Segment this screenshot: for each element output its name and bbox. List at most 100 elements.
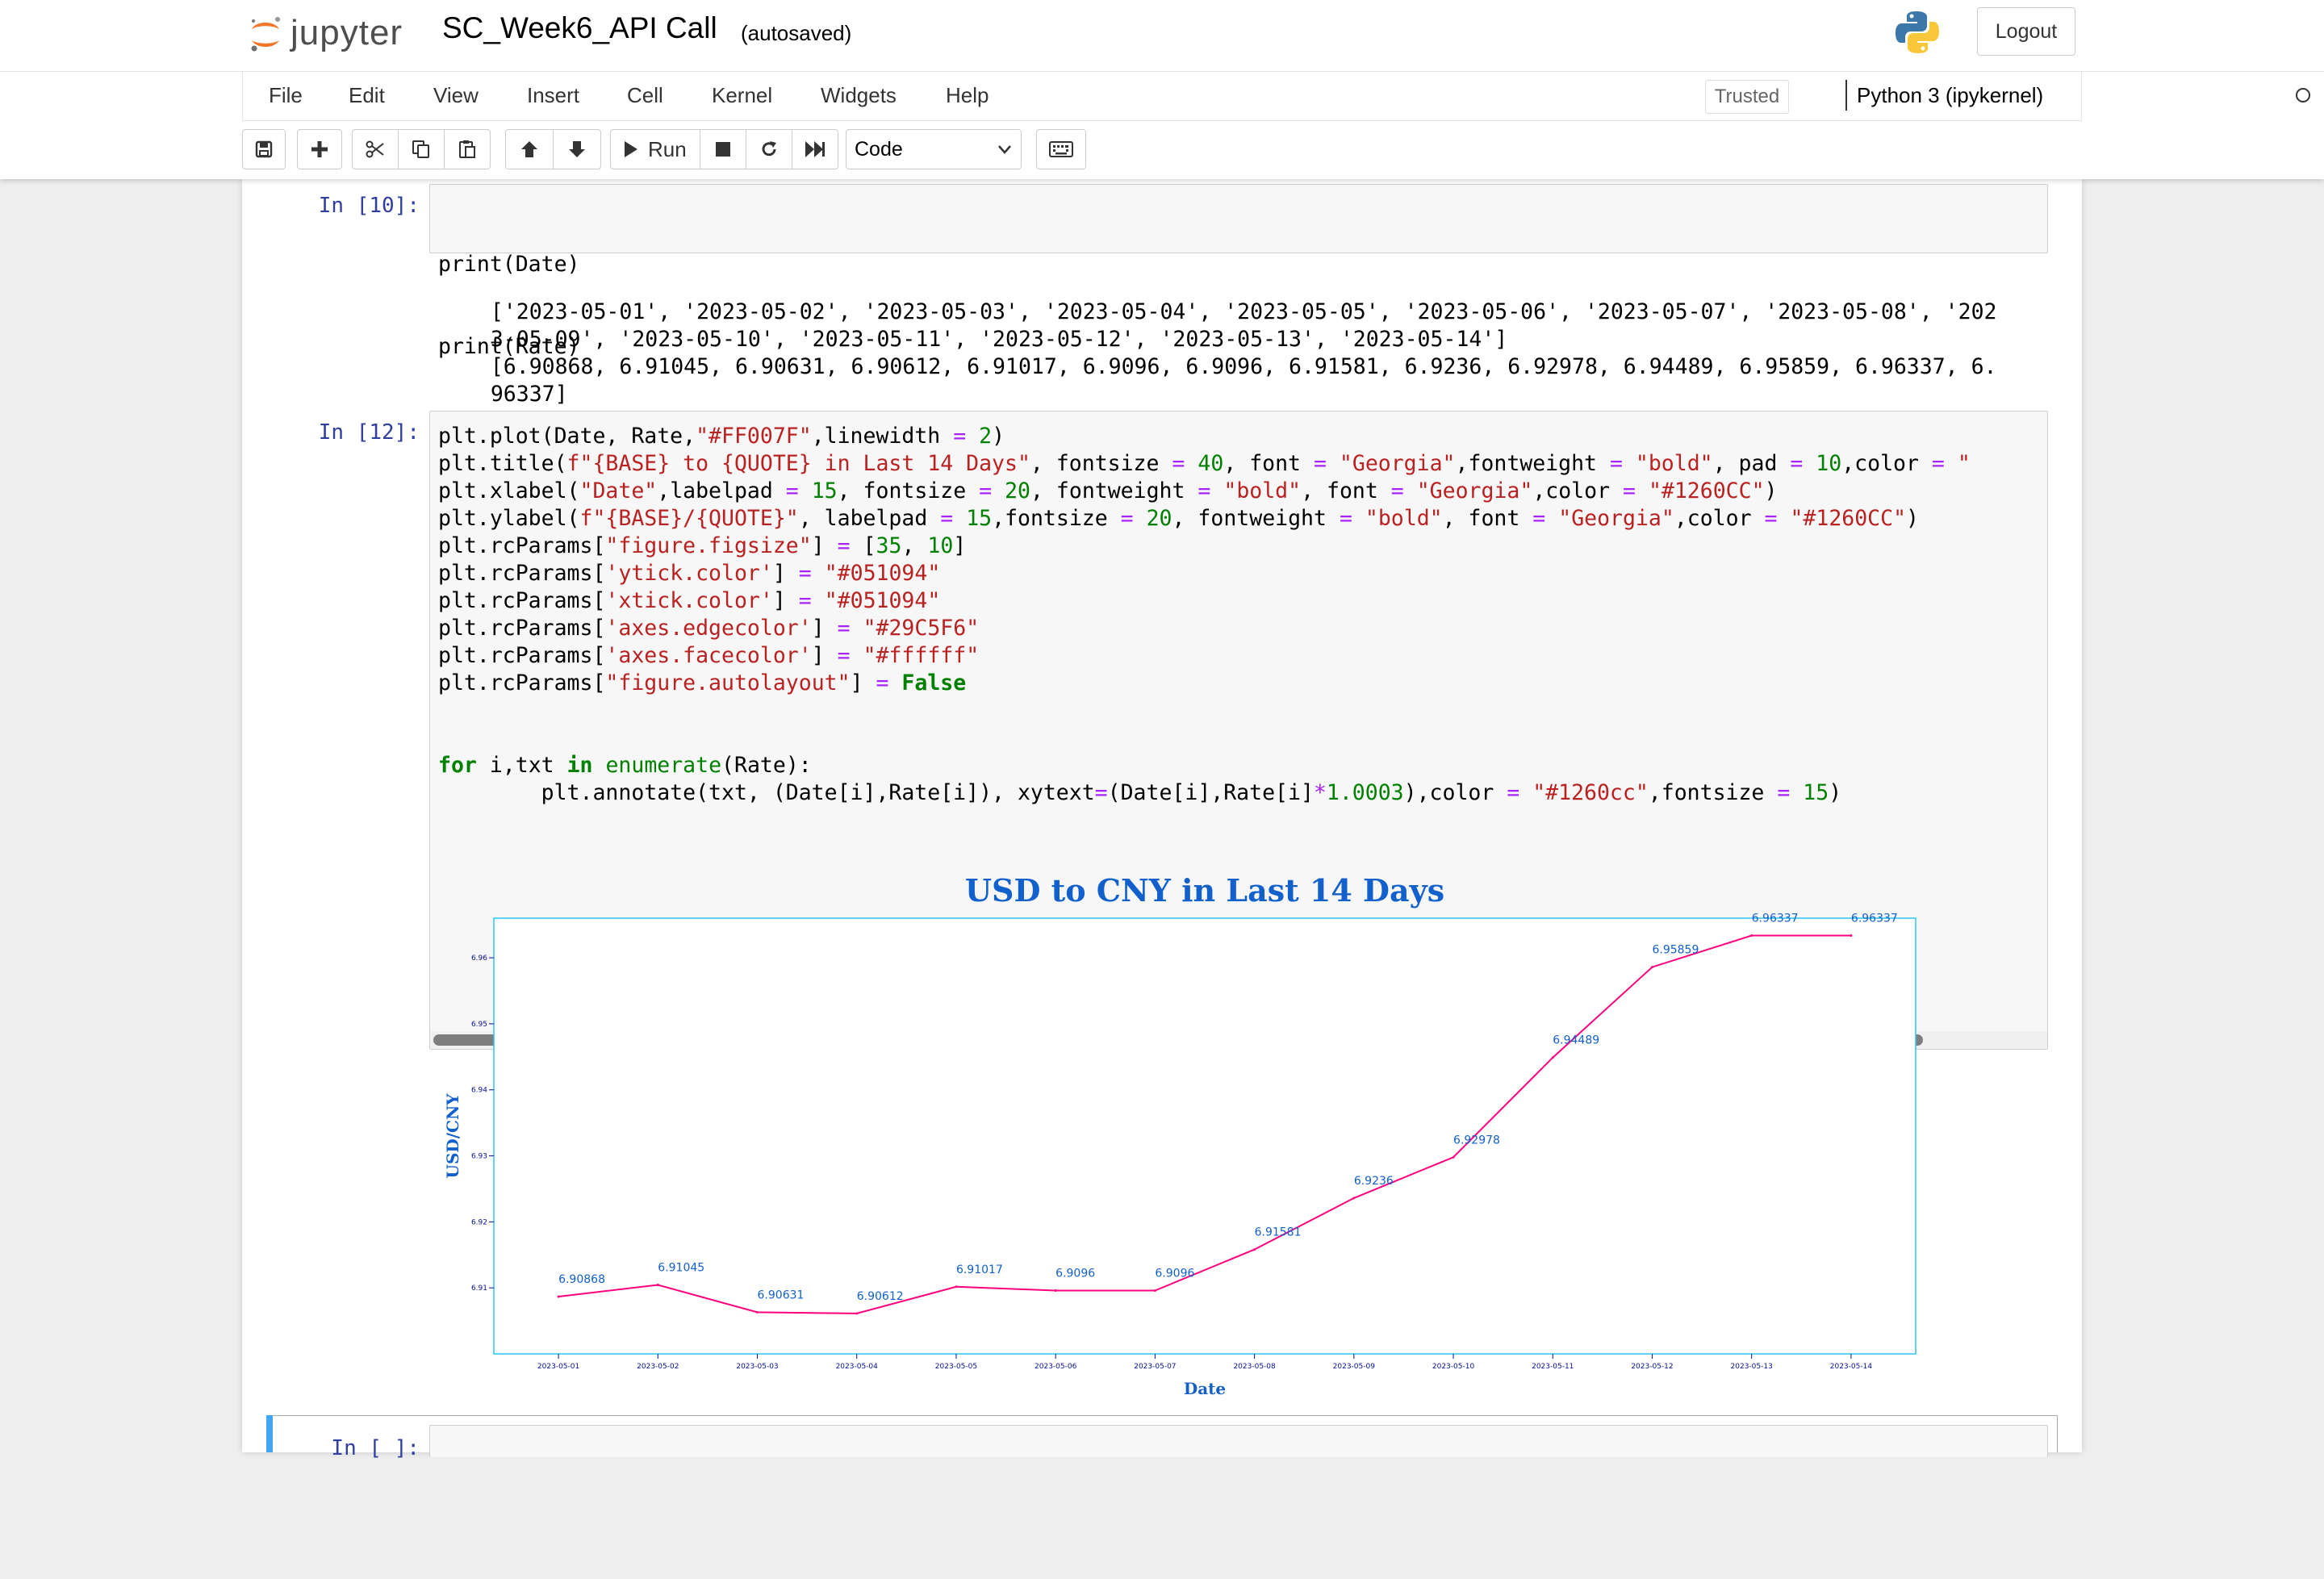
data-point xyxy=(656,1284,659,1286)
save-button[interactable] xyxy=(242,129,286,169)
restart-run-all-button[interactable] xyxy=(792,129,838,169)
menu-widgets[interactable]: Widgets xyxy=(821,83,897,107)
data-point xyxy=(1153,1289,1156,1292)
data-label: 6.91581 xyxy=(1255,1226,1302,1239)
interrupt-kernel-button[interactable] xyxy=(700,129,746,169)
data-point xyxy=(1352,1197,1356,1200)
fast-forward-icon xyxy=(805,141,825,157)
kernel-name[interactable]: Python 3 (ipykernel) xyxy=(1857,83,2044,107)
y-axis-label: USD/CNY xyxy=(443,1093,462,1179)
app-header: jupyter SC_Week6_API Call (autosaved) Lo… xyxy=(0,0,2324,179)
plus-icon xyxy=(311,141,328,157)
data-point xyxy=(756,1310,759,1314)
stop-icon xyxy=(716,142,730,157)
rate-series-line xyxy=(558,934,1851,1314)
notebook-container: In [10]: print(Date) print(Rate) ['2023-… xyxy=(242,179,2082,1460)
menu-kernel[interactable]: Kernel xyxy=(712,83,773,107)
jupyter-logo-icon xyxy=(251,17,280,52)
code-editor[interactable]: plt.plot(Date, Rate,"#FF007F",linewidth … xyxy=(438,423,1971,807)
code-line: plt.rcParams["figure.autolayout"] = Fals… xyxy=(438,670,967,696)
data-point xyxy=(1253,1248,1256,1251)
code-line: plt.rcParams['axes.edgecolor'] = "#29C5F… xyxy=(438,616,980,641)
data-point xyxy=(1850,934,1853,938)
code-cell-input[interactable] xyxy=(429,1425,2048,1457)
output-line: 3-05-09', '2023-05-10', '2023-05-11', '2… xyxy=(490,327,1508,352)
data-point xyxy=(855,1312,859,1315)
cell-prompt: In [ ]: xyxy=(331,1436,420,1460)
insert-cell-button[interactable] xyxy=(297,129,342,169)
code-line: plt.rcParams['xtick.color'] = "#051094" xyxy=(438,588,941,613)
code-editor[interactable]: print(Date) print(Rate) xyxy=(438,196,580,416)
menu-cell[interactable]: Cell xyxy=(627,83,663,107)
line-chart: USD to CNY in Last 14 Days 6.91 6.92 6.93 6.… xyxy=(443,872,1916,1398)
x-tick-label: 2023-05-14 xyxy=(1830,1363,1873,1371)
run-button-label: Run xyxy=(648,136,687,161)
code-line: plt.rcParams['ytick.color'] = "#051094" xyxy=(438,561,941,586)
code-cell-input[interactable]: print(Date) print(Rate) xyxy=(429,184,2048,359)
cut-button[interactable] xyxy=(352,129,399,169)
data-label: 6.92978 xyxy=(1453,1134,1500,1147)
cell-prompt: In [12]: xyxy=(318,420,420,445)
keyboard-icon xyxy=(1049,141,1073,157)
selected-cell-indicator xyxy=(266,1415,273,1452)
move-up-button[interactable] xyxy=(505,129,554,169)
code-line: plt.title(f"{BASE} to {QUOTE} in Last 14… xyxy=(438,451,1971,476)
x-tick-label: 2023-05-11 xyxy=(1532,1363,1574,1371)
kernel-idle-indicator-icon xyxy=(2296,88,2310,102)
restart-icon xyxy=(762,141,776,157)
output-line: 96337] xyxy=(490,382,568,407)
cell-type-value: Code xyxy=(855,137,903,161)
menu-help[interactable]: Help xyxy=(946,83,989,107)
move-down-button[interactable] xyxy=(553,129,601,169)
code-line: print(Rate) xyxy=(438,334,580,359)
notebook-title[interactable]: SC_Week6_API Call xyxy=(442,11,717,44)
x-tick-label: 2023-05-09 xyxy=(1333,1363,1376,1371)
menu-insert[interactable]: Insert xyxy=(527,83,580,107)
copy-icon xyxy=(412,140,429,158)
kernel-separator xyxy=(1845,80,1847,111)
paste-button[interactable] xyxy=(444,129,491,169)
command-palette-button[interactable] xyxy=(1036,129,1086,169)
menu-file[interactable]: File xyxy=(269,83,303,107)
code-line: plt.annotate(txt, (Date[i],Rate[i]), xyt… xyxy=(438,780,1842,805)
arrow-down-icon xyxy=(569,141,585,157)
copy-button[interactable] xyxy=(398,129,445,169)
header-top-bar: jupyter SC_Week6_API Call (autosaved) Lo… xyxy=(0,0,2324,72)
code-line: plt.ylabel(f"{BASE}/{QUOTE}", labelpad =… xyxy=(438,506,1920,531)
data-label: 6.91045 xyxy=(658,1262,704,1275)
trusted-badge[interactable]: Trusted xyxy=(1705,80,1789,114)
jupyter-logo[interactable]: jupyter xyxy=(247,10,408,56)
x-tick-label: 2023-05-06 xyxy=(1035,1363,1077,1371)
code-line xyxy=(438,697,1971,725)
logout-button[interactable]: Logout xyxy=(1977,7,2075,56)
y-tick-label: 6.96 xyxy=(471,955,487,963)
code-line xyxy=(438,725,1971,752)
chevron-down-icon xyxy=(998,145,1011,154)
data-point xyxy=(1750,934,1753,938)
plot-area xyxy=(493,917,1916,1355)
run-button[interactable]: Run xyxy=(610,129,700,169)
menu-bar: File Edit View Insert Cell Kernel Widget… xyxy=(242,71,2310,121)
x-tick-label: 2023-05-03 xyxy=(736,1363,778,1371)
save-icon xyxy=(255,140,273,158)
cell-prompt: In [10]: xyxy=(318,194,420,218)
data-point xyxy=(1650,966,1653,969)
arrow-up-icon xyxy=(521,141,537,157)
data-label: 6.90868 xyxy=(558,1273,605,1286)
y-tick-label: 6.92 xyxy=(471,1218,487,1226)
chart-title: USD to CNY in Last 14 Days xyxy=(965,872,1444,909)
restart-kernel-button[interactable] xyxy=(746,129,792,169)
x-tick-label: 2023-05-10 xyxy=(1432,1363,1475,1371)
data-label: 6.91017 xyxy=(956,1264,1003,1276)
code-line: plt.plot(Date, Rate,"#FF007F",linewidth … xyxy=(438,424,1005,449)
notebook-toolbar: Run Code xyxy=(242,129,1130,174)
menu-view[interactable]: View xyxy=(433,83,479,107)
x-tick-label: 2023-05-05 xyxy=(935,1363,977,1371)
data-label: 6.95859 xyxy=(1652,944,1699,957)
x-tick-label: 2023-05-13 xyxy=(1731,1363,1773,1371)
cell-type-select[interactable]: Code xyxy=(846,129,1022,169)
code-line: plt.rcParams["figure.figsize"] = [35, 10… xyxy=(438,533,967,558)
y-tick-label: 6.95 xyxy=(471,1021,487,1029)
menu-edit[interactable]: Edit xyxy=(349,83,385,107)
code-line: print(Date) xyxy=(438,252,580,277)
